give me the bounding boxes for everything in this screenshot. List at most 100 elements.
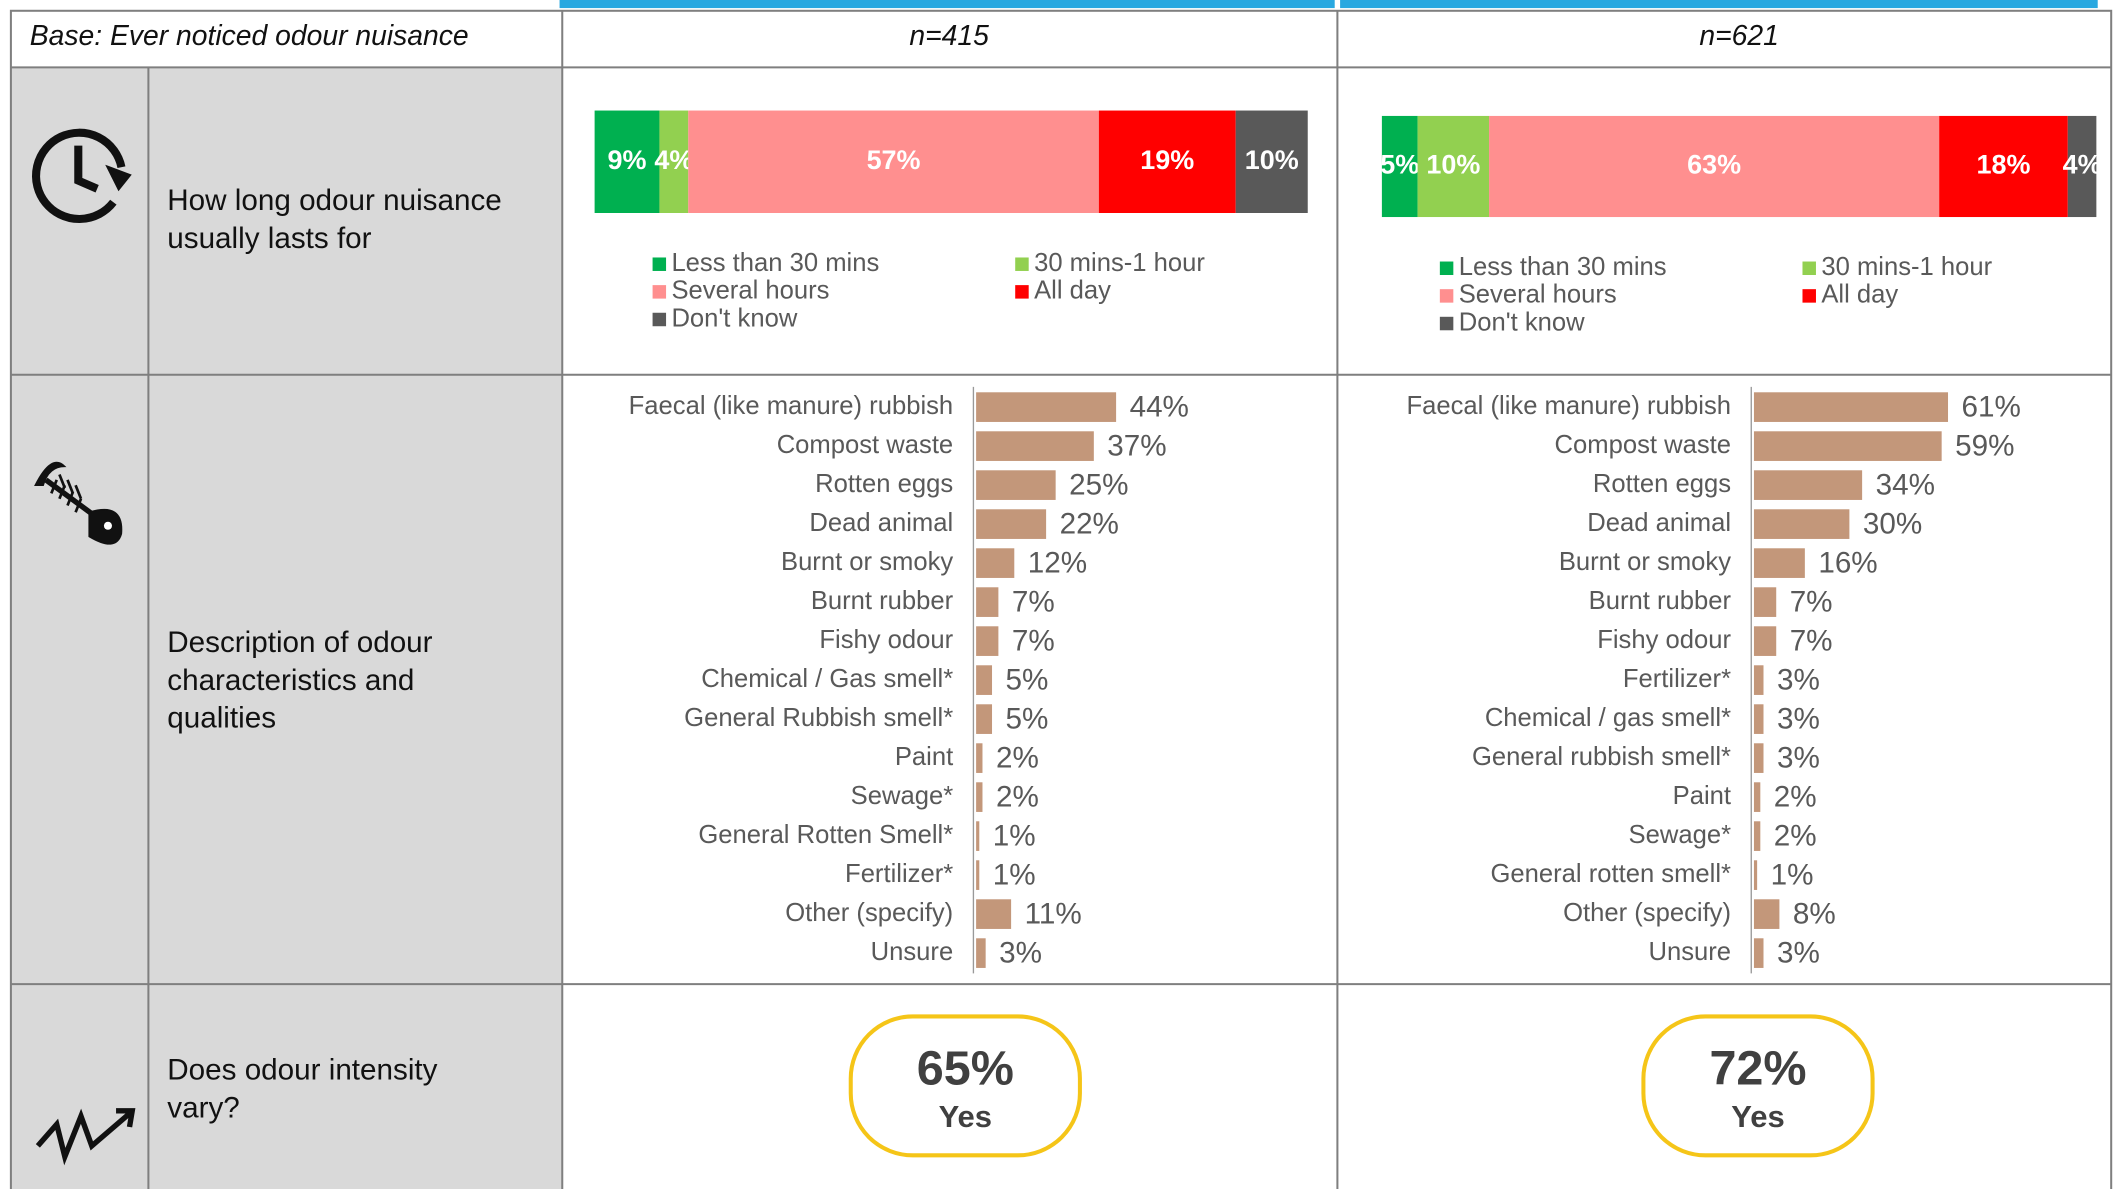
legend-label: Less than 30 mins xyxy=(671,249,879,277)
category-label: Sewage* xyxy=(851,782,954,810)
category-label: Other (specify) xyxy=(1563,899,1731,927)
bar xyxy=(1753,509,1850,539)
category-label: Other (specify) xyxy=(785,899,953,927)
bar-segment xyxy=(688,110,1099,213)
bar xyxy=(1753,392,1949,422)
bar-segment xyxy=(594,110,660,213)
legend-swatch xyxy=(652,285,667,299)
answer-box xyxy=(1641,1014,1875,1158)
bar-segment xyxy=(1417,115,1490,218)
answer-text: Yes xyxy=(939,1099,992,1134)
bar xyxy=(976,743,983,773)
data-label: 2% xyxy=(1774,819,1817,852)
category-label: Burnt rubber xyxy=(1589,587,1732,615)
category-label: Sewage* xyxy=(1629,821,1732,849)
data-label: 18% xyxy=(1977,150,2031,180)
category-label: Fertilizer* xyxy=(1623,665,1731,693)
legend-swatch xyxy=(652,312,667,327)
legend-label: All day xyxy=(1821,281,1898,309)
category-label: General rubbish smell* xyxy=(1472,743,1731,771)
row-label: usually lasts for xyxy=(167,222,371,255)
category-label: Dead animal xyxy=(809,509,953,537)
category-label: Chemical / Gas smell* xyxy=(701,665,953,693)
category-label: Burnt rubber xyxy=(811,587,954,615)
data-label: 12% xyxy=(1028,546,1087,579)
top-tab xyxy=(1340,0,2098,9)
table-grid xyxy=(9,9,2113,1189)
data-label: 3% xyxy=(1777,702,1820,735)
bar xyxy=(976,704,993,734)
data-label: 2% xyxy=(996,780,1039,813)
legend-swatch xyxy=(1015,285,1029,299)
bar xyxy=(976,470,1056,500)
data-label: 63% xyxy=(1687,150,1741,180)
data-label: 11% xyxy=(1025,897,1082,930)
data-label: 3% xyxy=(1777,663,1820,696)
data-label: 1% xyxy=(1771,858,1814,891)
bar xyxy=(1753,704,1764,734)
data-label: 3% xyxy=(999,936,1042,969)
sample-size: n=415 xyxy=(909,19,989,51)
data-label: 3% xyxy=(1777,741,1820,774)
bar-segment xyxy=(1235,110,1308,213)
top-tab xyxy=(559,0,1335,9)
data-label: 57% xyxy=(867,145,921,175)
answer-text: Yes xyxy=(1731,1099,1784,1134)
bar xyxy=(1753,626,1777,656)
category-label: Paint xyxy=(1673,782,1731,810)
data-label: 16% xyxy=(1818,546,1877,579)
legend-swatch xyxy=(1439,289,1454,303)
row-label: qualities xyxy=(167,702,276,735)
legend-swatch xyxy=(1439,261,1454,276)
data-label: 7% xyxy=(1790,585,1833,618)
bar-segment xyxy=(659,110,689,213)
data-label: 22% xyxy=(1060,507,1119,540)
data-label: 4% xyxy=(654,145,693,175)
base-label: Base: Ever noticed odour nuisance xyxy=(30,19,469,51)
answer-box xyxy=(848,1014,1082,1158)
row-label: How long odour nuisance xyxy=(167,184,502,217)
bar xyxy=(1753,470,1863,500)
data-label: 10% xyxy=(1245,145,1299,175)
category-label: Unsure xyxy=(1648,938,1731,966)
legend-label: Several hours xyxy=(1459,281,1617,309)
data-label: 59% xyxy=(1955,429,2014,462)
category-label: Rotten eggs xyxy=(815,470,953,498)
zigzag-icon xyxy=(35,1108,136,1166)
data-label: 19% xyxy=(1140,145,1194,175)
bar xyxy=(976,860,980,890)
bar xyxy=(976,899,1012,929)
bar xyxy=(976,431,1094,461)
legend-swatch xyxy=(1802,261,1816,276)
category-label: Paint xyxy=(895,743,953,771)
data-label: 9% xyxy=(608,145,647,175)
category-label: Faecal (like manure) rubbish xyxy=(629,392,954,420)
data-label: 37% xyxy=(1107,429,1166,462)
legend-swatch xyxy=(1802,289,1816,303)
data-label: 34% xyxy=(1876,468,1935,501)
legend-swatch xyxy=(1439,316,1454,331)
data-label: 61% xyxy=(1962,390,2021,423)
row-label: Does odour intensity xyxy=(167,1054,437,1087)
data-label: 2% xyxy=(996,741,1039,774)
category-label: General Rubbish smell* xyxy=(684,704,953,732)
row-label: Description of odour xyxy=(167,626,432,659)
bar-segment xyxy=(1381,115,1418,218)
bar xyxy=(1753,899,1780,929)
data-label: 30% xyxy=(1863,507,1922,540)
category-label: Fishy odour xyxy=(819,626,953,654)
fish-icon xyxy=(34,461,123,545)
row-label: vary? xyxy=(167,1091,239,1124)
category-label: Rotten eggs xyxy=(1593,470,1731,498)
bar xyxy=(1753,431,1942,461)
bar xyxy=(1753,782,1761,812)
data-label: 1% xyxy=(993,858,1036,891)
data-label: 7% xyxy=(1790,624,1833,657)
category-label: Chemical / gas smell* xyxy=(1485,704,1731,732)
category-label: Dead animal xyxy=(1587,509,1731,537)
bar-segment xyxy=(1098,110,1236,213)
legend-label: Don't know xyxy=(1459,308,1585,336)
answer-percent: 65% xyxy=(917,1042,1014,1096)
category-label: Fertilizer* xyxy=(845,860,953,888)
bar-segment xyxy=(1489,115,1940,218)
